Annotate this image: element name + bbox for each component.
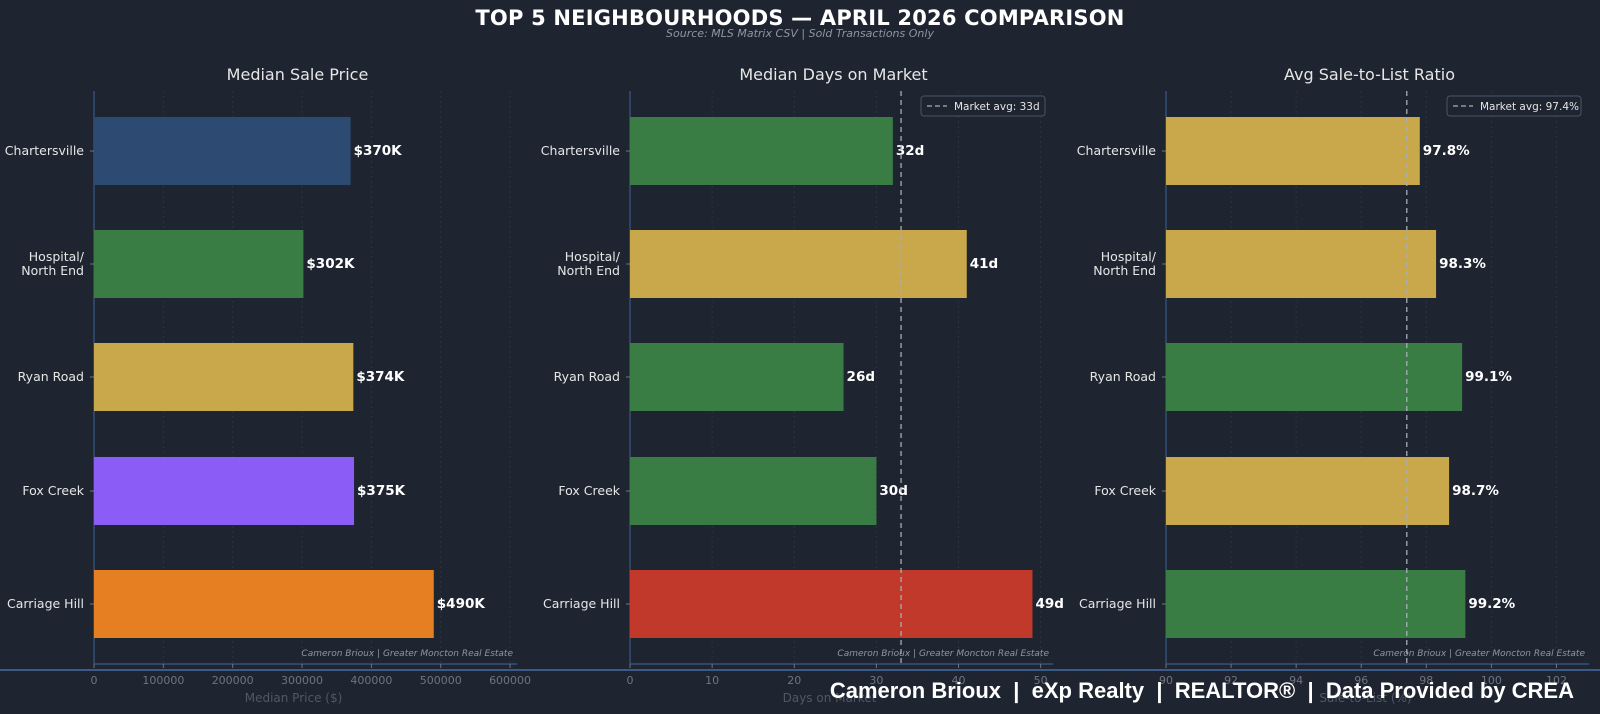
x-tick-label: 600000 xyxy=(489,674,531,687)
data-label: 99.2% xyxy=(1468,596,1515,612)
x-tick-label: 30 xyxy=(869,674,883,687)
bar xyxy=(630,117,893,185)
y-tick-label: Ryan Road xyxy=(1090,369,1156,384)
y-tick-label: Fox Creek xyxy=(1094,483,1156,498)
bar xyxy=(1166,230,1437,298)
chart-panel-3: Avg Sale-to-List Ratio 90 92 94 96 98 100 102 Sa… xyxy=(1077,65,1589,705)
x-tick-label: 98 xyxy=(1419,674,1433,687)
y-tick-label: Carriage Hill xyxy=(543,596,620,611)
x-tick-label: 96 xyxy=(1354,674,1368,687)
bar xyxy=(630,570,1033,638)
data-label: $302K xyxy=(306,256,355,272)
x-tick-label: 92 xyxy=(1224,674,1238,687)
footer-credit: Cameron Brioux | eXp Realty | REALTOR® |… xyxy=(829,678,1574,703)
y-tick-label: Hospital/North End xyxy=(21,249,84,278)
bar xyxy=(94,117,351,185)
y-tick-label: Hospital/North End xyxy=(1093,249,1156,278)
x-tick-label: 100 xyxy=(1481,674,1502,687)
data-label: 41d xyxy=(970,256,998,272)
bar xyxy=(630,230,967,298)
legend-label: Market avg: 97.4% xyxy=(1480,101,1579,113)
data-label: $375K xyxy=(357,483,406,499)
bar xyxy=(630,457,877,525)
x-tick-label: 500000 xyxy=(420,674,462,687)
y-tick-label: Chartersville xyxy=(5,143,85,158)
y-tick-label: Chartersville xyxy=(541,143,621,158)
bar xyxy=(94,343,354,411)
x-tick-label: 50 xyxy=(1034,674,1048,687)
data-label: 98.7% xyxy=(1452,483,1499,499)
chart-panel-2: Median Days on Market 0 10 20 30 40 50 Days on … xyxy=(541,65,1064,705)
chart-title: Median Sale Price xyxy=(227,65,369,84)
x-tick-label: 94 xyxy=(1289,674,1303,687)
data-label: 30d xyxy=(879,483,907,499)
y-tick-label: Carriage Hill xyxy=(1079,596,1156,611)
footer-divider xyxy=(0,669,1600,671)
y-tick-label: Ryan Road xyxy=(18,369,84,384)
data-label: 49d xyxy=(1035,596,1063,612)
data-label: 26d xyxy=(847,369,875,385)
page-subtitle: Source: MLS Matrix CSV | Sold Transactio… xyxy=(666,27,934,40)
data-label: 32d xyxy=(896,143,924,159)
legend: Market avg: 33d xyxy=(920,95,1046,117)
y-tick-label: Ryan Road xyxy=(554,369,620,384)
x-tick-label: 20 xyxy=(787,674,801,687)
page-title: TOP 5 NEIGHBOURHOODS — APRIL 2026 COMPAR… xyxy=(475,6,1125,30)
bar xyxy=(1166,457,1450,525)
y-tick-label: Hospital/North End xyxy=(557,249,620,278)
data-label: 98.3% xyxy=(1439,256,1486,272)
legend-label: Market avg: 33d xyxy=(954,101,1040,113)
legend-box xyxy=(1446,95,1582,117)
data-label: $490K xyxy=(437,596,486,612)
bar xyxy=(1166,343,1463,411)
x-tick-label: 40 xyxy=(952,674,966,687)
y-tick-label: Fox Creek xyxy=(22,483,84,498)
bar xyxy=(1166,117,1420,185)
y-tick-label: Chartersville xyxy=(1077,143,1157,158)
x-axis-label: Days on Market xyxy=(783,691,877,705)
x-tick-label: 100000 xyxy=(142,674,184,687)
bar xyxy=(94,570,434,638)
x-tick-label: 400000 xyxy=(350,674,392,687)
bar xyxy=(94,457,355,525)
x-tick-label: 102 xyxy=(1546,674,1567,687)
watermark: Cameron Brioux | Greater Moncton Real Es… xyxy=(1373,649,1585,659)
x-tick-label: 200000 xyxy=(212,674,254,687)
watermark: Cameron Brioux | Greater Moncton Real Es… xyxy=(837,649,1049,659)
data-label: 97.8% xyxy=(1423,143,1470,159)
legend: Market avg: 97.4% xyxy=(1446,95,1582,117)
y-tick-label: Carriage Hill xyxy=(7,596,84,611)
data-label: $374K xyxy=(356,369,405,385)
data-label: $370K xyxy=(354,143,403,159)
x-tick-label: 0 xyxy=(627,674,634,687)
x-tick-label: 300000 xyxy=(281,674,323,687)
chart-panel-1: Median Sale Price 0 100000 200000 300000 4000… xyxy=(5,65,531,705)
x-axis-label: Median Price ($) xyxy=(245,691,343,705)
bar xyxy=(630,343,844,411)
x-tick-label: 10 xyxy=(705,674,719,687)
bar xyxy=(94,230,304,298)
watermark: Cameron Brioux | Greater Moncton Real Es… xyxy=(301,649,513,659)
bar xyxy=(1166,570,1466,638)
chart-title: Avg Sale-to-List Ratio xyxy=(1284,65,1455,84)
x-tick-label: 0 xyxy=(91,674,98,687)
legend-box xyxy=(920,95,1046,117)
x-tick-label: 90 xyxy=(1159,674,1173,687)
y-tick-label: Fox Creek xyxy=(558,483,620,498)
chart-title: Median Days on Market xyxy=(739,65,927,84)
x-axis-label: Sale-to-List (%) xyxy=(1319,691,1411,705)
data-label: 99.1% xyxy=(1465,369,1512,385)
